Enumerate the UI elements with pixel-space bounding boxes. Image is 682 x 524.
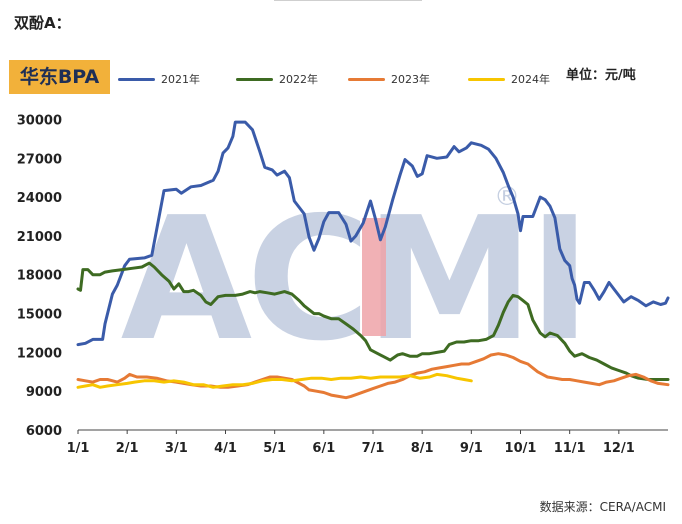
legend-label-2023: 2023年 [391,73,430,86]
series-lines [76,120,670,400]
x-tick-label: 1/1 [67,441,90,456]
x-tick-label: 10/1 [505,441,537,456]
legend-item-2021: 2021年 [118,68,200,90]
unit-label: 单位：元/吨 [566,68,636,83]
legend-item-2022: 2022年 [236,68,318,90]
series-line-1 [76,120,670,347]
legend-swatch-2022 [236,77,273,81]
y-tick-label: 27000 [17,152,62,167]
y-tick-label: 6000 [26,424,62,439]
legend-item-2023: 2023年 [348,68,430,90]
x-tick-label: 12/1 [603,441,635,456]
legend-swatch-2023 [348,77,385,81]
y-tick-label: 30000 [17,113,62,128]
legend-label-2024: 2024年 [511,73,550,86]
x-tick-label: 4/1 [214,441,237,456]
chart-axes: 6000 9000 12000 15000 18000 21000 24000 27000 30… [17,113,668,456]
y-tick-label: 24000 [17,191,62,206]
legend-label-2021: 2021年 [161,73,200,86]
legend-item-2024: 2024年 [468,68,550,90]
series-line-4 [76,372,473,389]
data-source-note: 数据来源：CERA/ACMI [539,500,666,514]
y-tick-label: 9000 [26,385,62,400]
x-tick-label: 8/1 [411,441,434,456]
y-tick-label: 15000 [17,308,62,323]
x-tick-label: 5/1 [263,441,286,456]
chart-legend: 2021年 2022年 2023年 2024年 [118,68,558,90]
x-tick-label: 11/1 [554,441,586,456]
series-line-2 [76,261,670,381]
acmi-watermark: ACMI® [121,181,592,379]
x-tick-label: 9/1 [460,441,483,456]
x-tick-label: 6/1 [312,441,335,456]
x-tick-label: 7/1 [362,441,385,456]
legend-swatch-2024 [468,77,505,81]
x-tick-label: 2/1 [116,441,139,456]
x-tick-label: 3/1 [165,441,188,456]
watermark-text: ACMI [121,181,586,379]
y-tick-label: 21000 [17,230,62,245]
legend-swatch-2021 [118,77,155,81]
legend-label-2022: 2022年 [279,73,318,86]
y-tick-label: 12000 [17,346,62,361]
top-divider-line [274,0,422,1]
y-tick-label: 18000 [17,269,62,284]
page-heading: 双酚A： [14,14,71,32]
region-product-badge: 华东BPA [9,60,110,94]
